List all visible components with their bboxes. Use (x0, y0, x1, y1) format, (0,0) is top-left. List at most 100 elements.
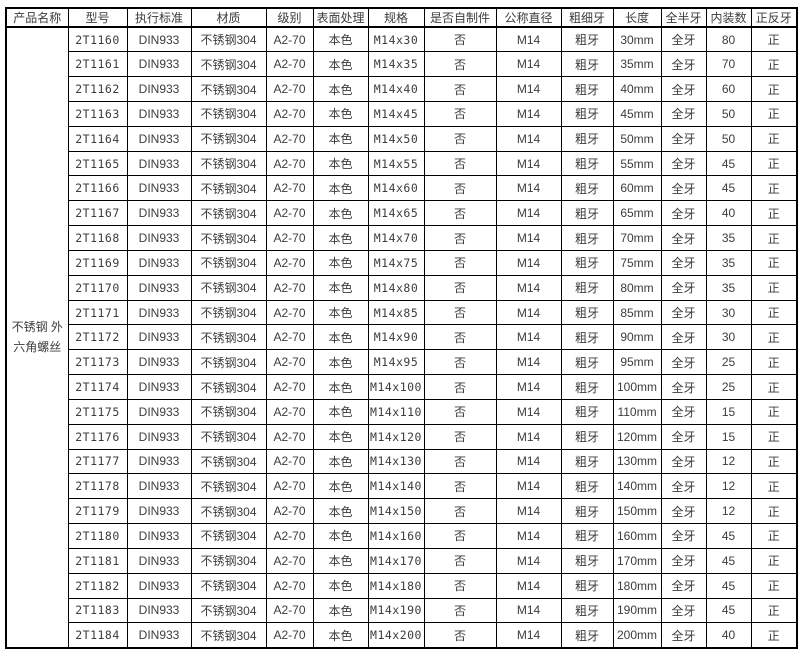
cell: M14x55 (367, 150, 425, 177)
cell: M14x45 (367, 100, 425, 127)
cell: 45 (705, 547, 752, 574)
cell: 粗牙 (560, 299, 614, 326)
cell: 不锈钢304 (190, 597, 267, 624)
cell: 全牙 (660, 498, 707, 525)
cell: 45 (705, 572, 752, 599)
cell: 120mm (612, 423, 662, 450)
cell: 不锈钢304 (190, 299, 267, 326)
cell: 粗牙 (560, 225, 614, 251)
cell: 不锈钢304 (190, 473, 267, 500)
table-row: 2T1170 DIN933 不锈钢304 A2-70 本色 M14x80 否 M14 粗牙 80m… (6, 274, 798, 301)
cell: 不锈钢304 (190, 100, 267, 127)
cell: 90mm (612, 324, 662, 351)
cell: 粗牙 (560, 324, 614, 351)
cell: 正 (750, 324, 798, 351)
cell: 60mm (612, 175, 662, 202)
cell: DIN933 (126, 448, 192, 475)
cell: M14x65 (367, 200, 425, 227)
cell: 粗牙 (560, 597, 614, 624)
table-row: 2T1169 DIN933 不锈钢304 A2-70 本色 M14x75 否 M14 粗牙 75m… (6, 249, 798, 276)
cell: M14x140 (367, 473, 425, 500)
cell: 70mm (612, 225, 662, 251)
cell: 全牙 (660, 100, 707, 127)
cell: M14x180 (367, 572, 425, 599)
table-row: 2T1164 DIN933 不锈钢304 A2-70 本色 M14x50 否 M14 粗牙 50m… (6, 125, 798, 152)
cell: 正 (750, 225, 798, 251)
cell: M14x60 (367, 175, 425, 202)
cell: 粗牙 (560, 100, 614, 127)
cell: 40mm (612, 76, 662, 102)
cell: DIN933 (126, 200, 192, 227)
cell: 正 (750, 572, 798, 599)
cell: 否 (423, 100, 497, 127)
header-row: 产品名称 型号 执行标准 材质 级别 表面处理 规格 是否自制件 公称直径 粗细牙 长度 全半牙 内装数… (5, 7, 798, 28)
cell: DIN933 (126, 299, 192, 326)
cell: 不锈钢304 (190, 498, 267, 525)
cell: 本色 (312, 274, 369, 301)
cell: 正 (750, 448, 798, 475)
cell: 2T1167 (67, 200, 128, 227)
cell: M14 (495, 448, 562, 475)
cell: M14x110 (367, 398, 425, 425)
cell: 12 (705, 498, 752, 525)
cell: 45 (705, 597, 752, 624)
cell: M14 (495, 249, 562, 276)
cell: M14 (495, 349, 562, 376)
cell: A2-70 (265, 597, 314, 624)
cell: 2T1160 (67, 26, 128, 53)
cell: 正 (750, 523, 798, 549)
header-cell-4: 级别 (265, 7, 314, 28)
cell: M14x85 (367, 299, 425, 326)
cell: 本色 (312, 473, 369, 500)
cell: 粗牙 (560, 200, 614, 227)
cell: DIN933 (126, 249, 192, 276)
table-row: 2T1162 DIN933 不锈钢304 A2-70 本色 M14x40 否 M14 粗牙 40m… (6, 76, 798, 102)
cell: M14x100 (367, 374, 425, 400)
cell: 不锈钢304 (190, 622, 267, 649)
cell: M14x200 (367, 622, 425, 649)
cell: 本色 (312, 51, 369, 78)
cell: 不锈钢304 (190, 423, 267, 450)
cell: 本色 (312, 374, 369, 400)
cell: 本色 (312, 498, 369, 525)
cell: 2T1171 (67, 299, 128, 326)
cell: 粗牙 (560, 175, 614, 202)
cell: 2T1172 (67, 324, 128, 351)
cell: 45 (705, 523, 752, 549)
cell: 正 (750, 200, 798, 227)
cell: 本色 (312, 225, 369, 251)
cell: 否 (423, 349, 497, 376)
cell: 全牙 (660, 51, 707, 78)
table-row: 2T1167 DIN933 不锈钢304 A2-70 本色 M14x65 否 M14 粗牙 65m… (6, 200, 798, 227)
cell: DIN933 (126, 398, 192, 425)
cell: 正 (750, 100, 798, 127)
cell: 粗牙 (560, 51, 614, 78)
cell: 80mm (612, 274, 662, 301)
cell: A2-70 (265, 76, 314, 102)
cell: 45 (705, 150, 752, 177)
cell: 2T1163 (67, 100, 128, 127)
cell: 本色 (312, 125, 369, 152)
cell: M14x70 (367, 225, 425, 251)
cell: DIN933 (126, 423, 192, 450)
header-cell-10: 长度 (612, 7, 662, 28)
cell: 2T1162 (67, 76, 128, 102)
cell: 否 (423, 51, 497, 78)
cell: 不锈钢304 (190, 448, 267, 475)
cell: 2T1170 (67, 274, 128, 301)
cell: 180mm (612, 572, 662, 599)
cell: 粗牙 (560, 249, 614, 276)
cell: 否 (423, 523, 497, 549)
cell: 否 (423, 274, 497, 301)
cell: M14 (495, 175, 562, 202)
cell: 正 (750, 249, 798, 276)
cell: 粗牙 (560, 274, 614, 301)
cell: 100mm (612, 374, 662, 400)
cell: A2-70 (265, 100, 314, 127)
cell: 全牙 (660, 76, 707, 102)
cell: 本色 (312, 597, 369, 624)
cell: 2T1183 (67, 597, 128, 624)
cell: 15 (705, 398, 752, 425)
cell: 2T1174 (67, 374, 128, 400)
cell: 50mm (612, 125, 662, 152)
